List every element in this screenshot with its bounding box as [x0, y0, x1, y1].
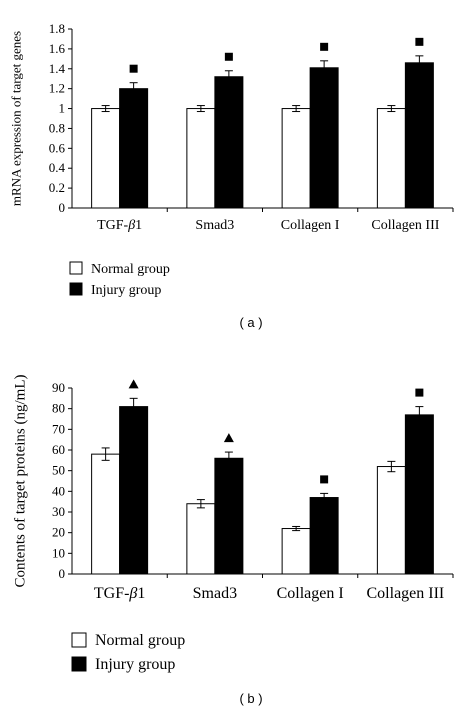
significance-square-marker	[224, 52, 233, 61]
x-category-label: TGF-β1	[94, 585, 146, 602]
y-tick-label: 40	[52, 483, 65, 498]
y-tick-label: 0.2	[49, 180, 65, 195]
legend-label: Injury group	[91, 283, 161, 298]
y-tick-label: 0.6	[49, 140, 66, 155]
bar-normal	[186, 503, 216, 575]
y-tick-label: 1.4	[49, 61, 66, 76]
y-tick-label: 0.8	[49, 120, 65, 135]
legend-swatch-normal	[71, 632, 87, 648]
bar-normal	[376, 108, 406, 209]
y-tick-label: 60	[52, 442, 65, 457]
bar-injury	[214, 76, 244, 209]
significance-square-marker	[415, 37, 424, 46]
x-category-label: Collagen I	[281, 218, 340, 233]
y-tick-label: 1.6	[49, 41, 66, 56]
x-category-label: Collagen III	[371, 218, 439, 233]
y-tick-label: 1	[59, 101, 66, 116]
y-tick-label: 10	[52, 545, 65, 560]
x-category-label: TGF-β1	[97, 218, 142, 233]
legend-label: Normal group	[91, 262, 170, 277]
y-tick-label: 30	[52, 504, 65, 519]
significance-square-marker	[415, 388, 424, 397]
chart-panel-a: 0 0.2 0.4 0.6 0.8 1 1.2 1.4 1.6 1.8 mRNA expressio…	[9, 21, 454, 330]
bar-normal	[281, 528, 311, 575]
y-tick-label: 0	[59, 200, 66, 215]
y-tick-label: 90	[52, 380, 65, 395]
y-axis-label: mRNA expression of target genes	[9, 31, 24, 206]
panel-label: ( a )	[239, 315, 262, 330]
bar-injury	[404, 414, 434, 575]
y-tick-label: 80	[52, 401, 65, 416]
bar-injury	[309, 67, 339, 209]
x-category-label: Collagen III	[367, 585, 445, 602]
y-tick-label: 0.4	[49, 160, 66, 175]
legend-label: Normal group	[95, 632, 185, 649]
x-category-label: Smad3	[195, 218, 234, 233]
y-axis-label: Contents of target proteins (ng/mL)	[12, 374, 28, 587]
bar-normal	[186, 108, 216, 209]
x-category-label: Collagen I	[277, 585, 344, 602]
significance-square-marker	[320, 42, 329, 51]
bar-injury	[214, 457, 244, 575]
bar-normal	[91, 108, 121, 209]
bar-injury	[119, 406, 149, 575]
legend-swatch-normal	[69, 261, 83, 275]
y-tick-label: 50	[52, 463, 65, 478]
panel-label: ( b )	[239, 691, 262, 706]
bar-normal	[281, 108, 311, 209]
y-tick-label: 0	[59, 566, 66, 581]
x-category-label: Smad3	[193, 585, 237, 602]
legend-swatch-injury	[71, 656, 87, 672]
y-tick-label: 1.2	[49, 81, 65, 96]
bar-injury	[119, 88, 149, 209]
significance-triangle-marker	[223, 433, 234, 443]
bar-injury	[309, 497, 339, 575]
bar-injury	[404, 62, 434, 209]
legend-swatch-injury	[69, 282, 83, 296]
significance-triangle-marker	[128, 379, 139, 389]
legend-label: Injury group	[95, 656, 175, 673]
y-tick-label: 20	[52, 525, 65, 540]
chart-panel-b: 0 10 20 30 40 50 60 70 80 90 Contents of target pr…	[12, 374, 454, 706]
bar-normal	[376, 466, 406, 575]
significance-square-marker	[320, 475, 329, 484]
bar-normal	[91, 453, 121, 575]
significance-square-marker	[129, 64, 138, 73]
y-tick-label: 1.8	[49, 21, 65, 36]
y-tick-label: 70	[52, 421, 65, 436]
